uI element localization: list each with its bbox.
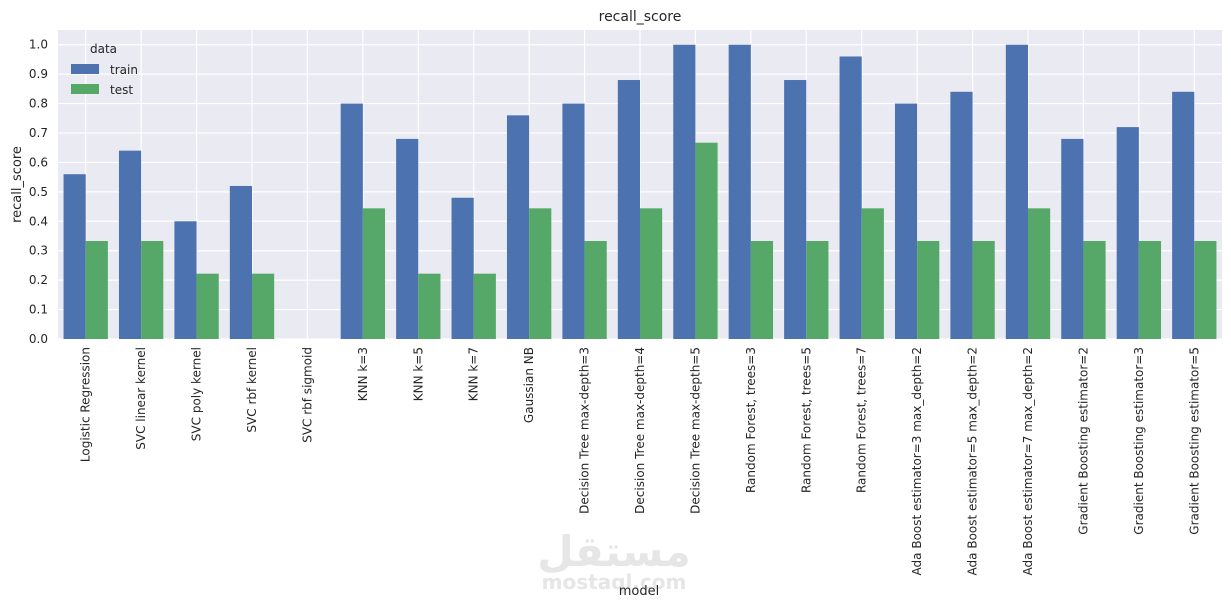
x-tick-label: Gradient Boosting estimator=2 bbox=[1076, 347, 1090, 535]
y-tick-label: 0.4 bbox=[29, 214, 48, 228]
y-tick-label: 0.1 bbox=[29, 303, 48, 317]
bar-train bbox=[63, 174, 86, 339]
bar-train bbox=[396, 138, 419, 339]
legend-label-train: train bbox=[110, 63, 138, 77]
bar-train bbox=[340, 103, 363, 339]
x-tick-label: SVC rbf sigmoid bbox=[300, 347, 314, 443]
bar-test bbox=[85, 241, 108, 339]
bar-train bbox=[617, 80, 640, 340]
bar-train bbox=[839, 56, 862, 339]
x-tick-label: Decision Tree max-depth=3 bbox=[578, 347, 592, 514]
y-tick-labels: 0.0 0.1 0.2 0.3 0.4 0.5 0.6 0.7 0.8 0.9 1.0 bbox=[29, 38, 48, 346]
x-tick-label: Random Forest, trees=3 bbox=[744, 347, 758, 493]
x-tick-label: Ada Boost estimator=3 max_depth=2 bbox=[910, 347, 924, 575]
x-tick-label: Ada Boost estimator=7 max_depth=2 bbox=[1021, 347, 1035, 575]
bar-test bbox=[1138, 241, 1162, 339]
x-tick-label: KNN k=5 bbox=[411, 347, 425, 401]
y-axis-label: recall_score bbox=[10, 146, 25, 223]
y-tick-label: 0.9 bbox=[29, 67, 48, 81]
bar-test bbox=[1194, 241, 1217, 339]
x-tick-label: Ada Boost estimator=5 max_depth=2 bbox=[966, 347, 980, 575]
bar-test bbox=[252, 273, 275, 339]
bar-train bbox=[784, 80, 807, 340]
x-tick-labels: Logistic Regression SVC linear kernel SVC … bbox=[79, 347, 1202, 575]
x-tick-label: Random Forest, trees=7 bbox=[855, 347, 869, 493]
bar-train bbox=[451, 197, 474, 339]
y-tick-label: 0.7 bbox=[29, 126, 48, 140]
bar-test bbox=[750, 241, 774, 339]
bar-train bbox=[673, 44, 696, 339]
bar-test bbox=[529, 208, 552, 339]
bar-train bbox=[174, 221, 197, 339]
x-tick-label: Gradient Boosting estimator=5 bbox=[1187, 347, 1201, 535]
bar-train bbox=[1061, 138, 1084, 339]
bar-train bbox=[118, 150, 142, 339]
x-axis-label: model bbox=[619, 584, 659, 599]
watermark-main: مستقل bbox=[537, 527, 691, 576]
legend: data train test bbox=[71, 42, 138, 97]
bar-test bbox=[917, 241, 940, 339]
bar-test bbox=[473, 273, 496, 339]
bar-train bbox=[1116, 127, 1139, 339]
y-tick-label: 0.6 bbox=[29, 155, 48, 169]
bar-train bbox=[506, 115, 530, 339]
legend-swatch-train bbox=[71, 64, 99, 74]
watermark-sub: mostaql.com bbox=[542, 570, 687, 594]
y-tick-label: 0.3 bbox=[29, 244, 48, 258]
x-tick-label: Gradient Boosting estimator=3 bbox=[1132, 347, 1146, 535]
bar-train bbox=[894, 103, 918, 339]
legend-label-test: test bbox=[110, 83, 133, 97]
bar-test bbox=[584, 241, 607, 339]
x-tick-label: SVC rbf kernel bbox=[245, 347, 259, 433]
bars bbox=[63, 44, 1217, 340]
bar-test bbox=[141, 241, 164, 339]
bar-train bbox=[562, 103, 585, 339]
y-tick-label: 0.5 bbox=[29, 185, 48, 199]
y-tick-label: 1.0 bbox=[29, 38, 48, 52]
x-tick-label: KNN k=3 bbox=[356, 347, 370, 401]
y-tick-label: 0.8 bbox=[29, 97, 48, 111]
x-tick-label: Random Forest, trees=5 bbox=[799, 347, 813, 493]
x-tick-label: Decision Tree max-depth=5 bbox=[688, 347, 702, 514]
bar-test bbox=[1083, 241, 1106, 339]
x-tick-label: Decision Tree max-depth=4 bbox=[633, 347, 647, 514]
chart-title: recall_score bbox=[599, 9, 682, 25]
bar-train bbox=[950, 91, 973, 339]
bar-test bbox=[1028, 208, 1051, 339]
x-tick-label: Logistic Regression bbox=[79, 347, 93, 462]
y-tick-label: 0.2 bbox=[29, 273, 48, 287]
x-tick-label: Gaussian NB bbox=[522, 347, 536, 423]
bar-train bbox=[229, 185, 252, 339]
x-tick-label: KNN k=7 bbox=[467, 347, 481, 401]
x-tick-label: SVC poly kernel bbox=[190, 347, 204, 441]
bar-test bbox=[196, 273, 219, 339]
bar-test bbox=[695, 142, 718, 339]
y-tick-label: 0.0 bbox=[29, 332, 48, 346]
bar-train bbox=[728, 44, 751, 339]
bar-test bbox=[861, 208, 884, 339]
bar-test bbox=[806, 241, 829, 339]
bar-train bbox=[1005, 44, 1028, 339]
bar-test bbox=[972, 241, 995, 339]
x-tick-label: SVC linear kernel bbox=[134, 347, 148, 450]
bar-test bbox=[362, 208, 386, 339]
bar-test bbox=[640, 208, 663, 339]
bar-train bbox=[1172, 91, 1195, 339]
watermark-logo: مستقل mostaql.com bbox=[537, 527, 691, 594]
bar-test bbox=[418, 273, 441, 339]
legend-title: data bbox=[90, 42, 117, 56]
legend-swatch-test bbox=[71, 84, 99, 94]
